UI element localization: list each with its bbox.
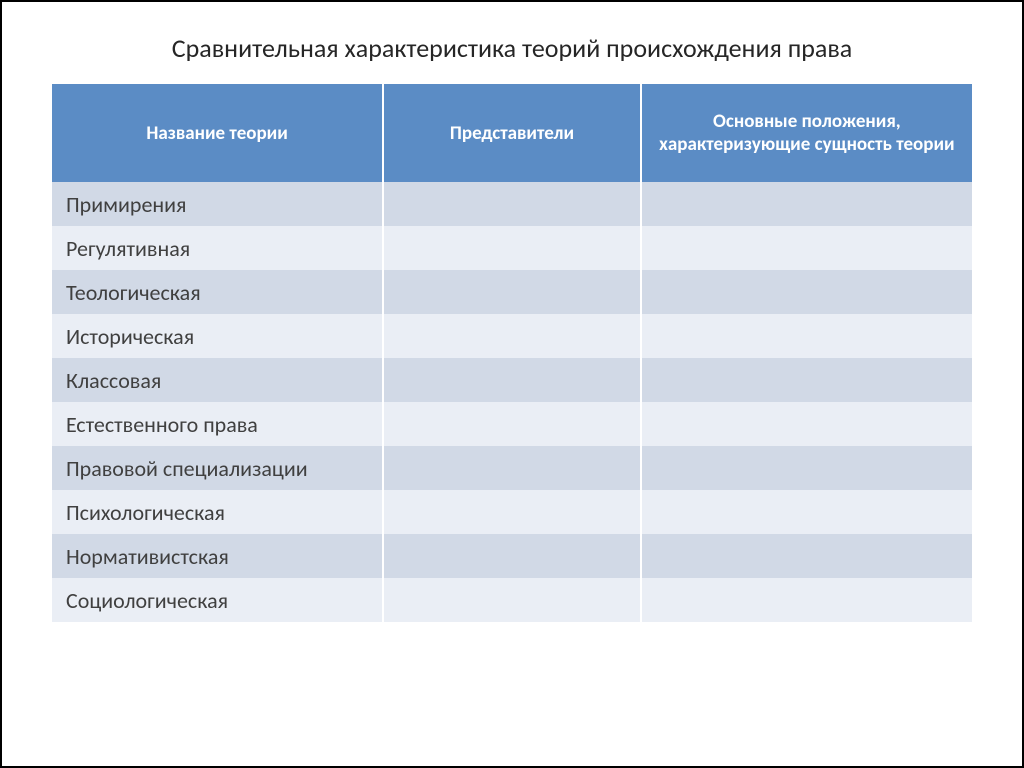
table-row: Психологическая	[52, 490, 972, 534]
table-cell	[383, 226, 641, 270]
table-cell: Естественного права	[52, 402, 383, 446]
table-row: Правовой специализации	[52, 446, 972, 490]
table-cell	[383, 270, 641, 314]
table-cell: Правовой специализации	[52, 446, 383, 490]
table-row: Естественного права	[52, 402, 972, 446]
table-cell	[383, 182, 641, 226]
table-cell: Нормативистская	[52, 534, 383, 578]
table-row: Социологическая	[52, 578, 972, 622]
table-cell	[641, 358, 972, 402]
table-cell: Примирения	[52, 182, 383, 226]
table-cell	[383, 578, 641, 622]
table-header-cell: Основные положения, характеризующие сущн…	[641, 84, 972, 182]
table-row: Нормативистская	[52, 534, 972, 578]
table-header-cell: Представители	[383, 84, 641, 182]
table-cell	[383, 314, 641, 358]
table-cell	[641, 226, 972, 270]
table-cell	[641, 534, 972, 578]
comparison-table: Название теории Представители Основные п…	[52, 84, 972, 622]
table-cell: Регулятивная	[52, 226, 383, 270]
table-cell: Социологическая	[52, 578, 383, 622]
table-cell	[641, 270, 972, 314]
table-cell	[641, 182, 972, 226]
table-cell	[641, 402, 972, 446]
table-header-row: Название теории Представители Основные п…	[52, 84, 972, 182]
table-cell	[641, 314, 972, 358]
table-cell: Психологическая	[52, 490, 383, 534]
table-cell	[383, 446, 641, 490]
table-cell	[383, 358, 641, 402]
table-cell	[383, 534, 641, 578]
table-cell	[641, 578, 972, 622]
table-row: Историческая	[52, 314, 972, 358]
table-row: Теологическая	[52, 270, 972, 314]
page-title: Сравнительная характеристика теорий прои…	[52, 32, 972, 64]
table-cell: Историческая	[52, 314, 383, 358]
table-row: Классовая	[52, 358, 972, 402]
table-row: Примирения	[52, 182, 972, 226]
table-cell	[641, 490, 972, 534]
table-cell: Теологическая	[52, 270, 383, 314]
table-cell	[641, 446, 972, 490]
table-cell	[383, 490, 641, 534]
table-header-cell: Название теории	[52, 84, 383, 182]
table-cell	[383, 402, 641, 446]
table-cell: Классовая	[52, 358, 383, 402]
table-row: Регулятивная	[52, 226, 972, 270]
